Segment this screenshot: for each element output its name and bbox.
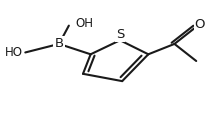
Text: B: B — [54, 37, 64, 50]
Text: HO: HO — [5, 46, 23, 59]
Text: S: S — [116, 28, 124, 41]
Text: O: O — [194, 18, 205, 31]
Text: OH: OH — [75, 17, 93, 30]
